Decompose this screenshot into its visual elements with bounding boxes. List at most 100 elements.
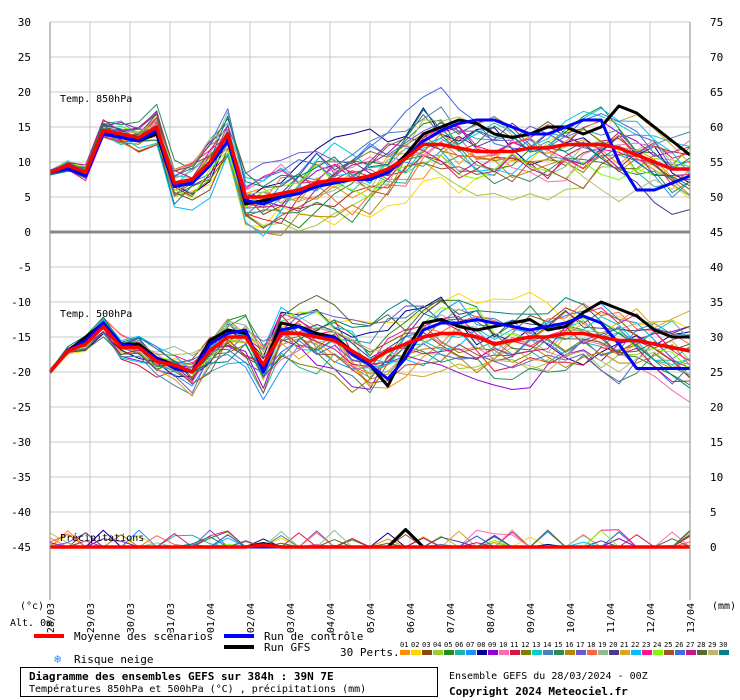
right-axis-tick: 20 [710, 401, 723, 414]
pert-number: 26 [675, 641, 683, 649]
left-axis-tick: 0 [24, 226, 31, 239]
left-axis-tick: 15 [18, 121, 31, 134]
pert-number: 16 [565, 641, 573, 649]
pert-number: 02 [411, 641, 419, 649]
date-tick-label: 07/04 [446, 603, 457, 633]
date-tick-label: 11/04 [606, 603, 617, 633]
chart-series [48, 104, 691, 549]
pert-swatch [653, 650, 663, 655]
pert-swatch [609, 650, 619, 655]
right-axis-tick: 55 [710, 156, 723, 169]
right-axis-tick: 25 [710, 366, 723, 379]
member-850-line [49, 113, 691, 190]
pert-number: 21 [620, 641, 628, 649]
panel-label-500: Temp. 500hPa [60, 309, 132, 320]
pert-swatch [697, 650, 707, 655]
left-axis-tick: -25 [11, 401, 31, 414]
pert-swatch [532, 650, 542, 655]
date-tick-label: 13/04 [686, 603, 697, 633]
left-axis-tick: -20 [11, 366, 31, 379]
left-axis-tick: 10 [18, 156, 31, 169]
chart-axes: 28/03 29/03 30/03 31/03 01/04 02/04 03/04 04/04… [11, 16, 723, 633]
member-500-line [49, 305, 691, 396]
pert-number: 03 [422, 641, 430, 649]
legend-label-perts: 30 Perts. [340, 646, 400, 659]
right-axis-tick: 0 [710, 541, 717, 554]
pert-swatch [554, 650, 564, 655]
legend-swatch-mean [34, 634, 64, 638]
member-500-line [49, 297, 691, 389]
pert-swatch [499, 650, 509, 655]
date-tick-label: 31/03 [166, 603, 177, 633]
pert-number: 15 [554, 641, 562, 649]
pert-number: 01 [400, 641, 408, 649]
series-850-line [49, 125, 690, 199]
pert-number: 05 [444, 641, 452, 649]
pert-swatch [587, 650, 597, 655]
pert-number: 09 [488, 641, 496, 649]
pert-swatch [455, 650, 465, 655]
legend-swatch-control [224, 634, 254, 638]
left-axis-tick: -40 [11, 506, 31, 519]
right-axis-tick: 15 [710, 436, 723, 449]
pert-number: 07 [466, 641, 474, 649]
pert-swatch [675, 650, 685, 655]
pert-number: 13 [532, 641, 540, 649]
date-tick-label: 08/04 [486, 603, 497, 633]
right-axis-tick: 5 [710, 506, 717, 519]
pert-swatch [598, 650, 608, 655]
legend-label-snow: Risque neige [74, 653, 153, 666]
pert-swatch [510, 650, 520, 655]
member-850-line [49, 109, 691, 205]
snowflake-icon: ❄ [54, 652, 61, 666]
pert-number: 11 [510, 641, 518, 649]
pert-number: 27 [686, 641, 694, 649]
pert-swatch [565, 650, 575, 655]
pert-number: 25 [664, 641, 672, 649]
pert-swatch [488, 650, 498, 655]
legend-label-gfs: Run GFS [264, 641, 310, 654]
date-tick-label: 03/04 [286, 603, 297, 633]
pert-swatch [719, 650, 729, 655]
member-850-line [49, 103, 691, 223]
date-tick-label: 28/03 [46, 603, 57, 633]
member-850-line [49, 116, 691, 204]
left-axis-tick: 30 [18, 16, 31, 29]
altitude-label: Alt. 0m [10, 618, 52, 629]
left-axis-tick: 5 [24, 191, 31, 204]
date-tick-label: 29/03 [86, 603, 97, 633]
pert-swatch [521, 650, 531, 655]
right-axis-tick: 45 [710, 226, 723, 239]
pert-swatch [411, 650, 421, 655]
member-500-line [49, 314, 691, 373]
pert-number: 30 [719, 641, 727, 649]
date-tick-label: 30/03 [126, 603, 137, 633]
left-axis-tick: 25 [18, 51, 31, 64]
right-unit-label: (mm) [712, 601, 736, 612]
pert-number: 20 [609, 641, 617, 649]
pert-number: 04 [433, 641, 441, 649]
member-850-line [49, 122, 691, 190]
panel-label-precip: Précipitations [60, 532, 144, 544]
pert-number: 22 [631, 641, 639, 649]
member-850-line [49, 117, 691, 229]
left-axis-tick: 20 [18, 86, 31, 99]
pert-number: 14 [543, 641, 551, 649]
pert-swatch [477, 650, 487, 655]
pert-number: 24 [653, 641, 661, 649]
member-500-line [49, 324, 691, 375]
left-axis-tick: -30 [11, 436, 31, 449]
pert-swatch [631, 650, 641, 655]
left-axis-tick: -35 [11, 471, 31, 484]
pert-number: 19 [598, 641, 606, 649]
pert-swatch [444, 650, 454, 655]
pert-number: 10 [499, 641, 507, 649]
footer-subtitle: Températures 850hPa et 500hPa (°C) , pré… [29, 684, 367, 695]
pert-number: 18 [587, 641, 595, 649]
right-axis-tick: 60 [710, 121, 723, 134]
date-tick-label: 02/04 [246, 603, 257, 633]
pert-swatch [422, 650, 432, 655]
left-axis-tick: -10 [11, 296, 31, 309]
left-unit-label: (°c) [20, 601, 44, 612]
